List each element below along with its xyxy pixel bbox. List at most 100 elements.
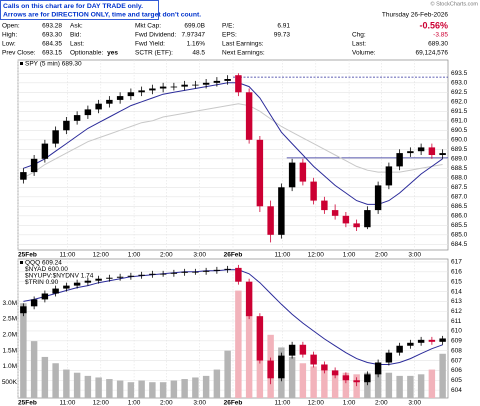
- candle-body: [224, 268, 231, 270]
- y-tick-label: 686.0: [451, 213, 468, 220]
- field-label: Last:: [352, 41, 366, 48]
- y-tick-label: 611: [451, 318, 462, 325]
- y-tick-label: 689.5: [451, 146, 468, 153]
- volume-bar: [149, 382, 156, 398]
- volume-bar: [202, 375, 210, 398]
- y-tick-label: 690.5: [451, 127, 468, 134]
- candle-body: [84, 109, 92, 116]
- volume-bar: [407, 375, 414, 398]
- candle-body: [138, 274, 145, 276]
- candle-body: [331, 210, 339, 216]
- candle-body: [256, 139, 264, 207]
- change-pct: -0.56%: [419, 20, 448, 30]
- volume-tick-label: 1.5M: [3, 347, 17, 354]
- candle-body: [192, 271, 199, 273]
- volume-bar: [342, 372, 350, 398]
- candle-body: [267, 206, 274, 235]
- x-tick-label: 11:00: [275, 400, 291, 406]
- field-value: 48.5: [192, 50, 205, 57]
- volume-bar: [385, 372, 393, 398]
- candle-body: [439, 153, 446, 155]
- candle-body: [439, 338, 446, 342]
- x-tick-label: 11:00: [60, 400, 76, 406]
- legend-swatch: [20, 261, 23, 264]
- legend-entry: QQQ 609.24: [25, 260, 62, 267]
- x-tick-label: 26Feb: [224, 400, 243, 406]
- candle-body: [170, 86, 178, 88]
- field-label: Last:: [70, 41, 84, 48]
- x-tick-label: 2:00: [160, 400, 173, 406]
- field-value: -3.85: [433, 32, 448, 39]
- x-tick-label: 2:00: [160, 252, 173, 259]
- y-tick-label: 610: [451, 328, 462, 335]
- y-tick-label: 687.0: [451, 194, 468, 201]
- candle-body: [364, 374, 371, 383]
- candle-body: [321, 364, 328, 371]
- candle-body: [106, 99, 113, 104]
- x-tick-label: 26Feb: [224, 252, 243, 259]
- y-tick-label: 685.0: [451, 232, 468, 239]
- volume-bar: [127, 382, 135, 398]
- volume-bar: [106, 379, 113, 398]
- copyright: © StockCharts.com: [431, 0, 479, 7]
- moving-average: [23, 269, 443, 365]
- legend-entry: $NYUPV:$NYDNV 1.74: [25, 273, 94, 280]
- x-tick-label: 1:00: [343, 252, 356, 259]
- candle-body: [52, 130, 59, 144]
- candle-body: [181, 271, 188, 273]
- volume-tick-label: 2.0M: [3, 332, 17, 339]
- notice-box: [0, 0, 159, 20]
- field-label: P/E:: [222, 23, 234, 30]
- y-tick-label: 687.5: [451, 184, 468, 191]
- candle-body: [278, 187, 285, 235]
- volume-bar: [364, 372, 371, 398]
- volume-bar: [310, 366, 317, 398]
- y-tick-label: 607: [451, 357, 462, 364]
- volume-tick-label: 500K: [2, 379, 18, 386]
- legend-entry: SPY (5 min) 689.30: [25, 61, 82, 68]
- moving-average: [23, 103, 443, 179]
- x-tick-label: 12:00: [308, 252, 325, 259]
- field-value: 689.30: [428, 41, 448, 48]
- candle-body: [224, 79, 231, 81]
- volume-bar: [41, 356, 49, 398]
- volume-bar: [20, 303, 27, 398]
- x-tick-label: 3:00: [408, 400, 421, 406]
- volume-bar: [170, 380, 178, 398]
- field-label: Fwd Dividend:: [135, 32, 176, 39]
- candle-body: [73, 115, 81, 121]
- x-tick-label: 11:00: [275, 252, 291, 259]
- y-tick-label: 688.5: [451, 165, 468, 172]
- x-tick-label: 12:00: [93, 252, 110, 259]
- panel: [17, 59, 449, 251]
- volume-tick-label: 1.0M: [3, 363, 17, 370]
- y-tick-label: 604: [451, 387, 462, 394]
- candle-body: [116, 276, 124, 278]
- candle-body: [30, 158, 38, 173]
- y-tick-label: 605: [451, 377, 462, 384]
- candle-body: [138, 90, 145, 93]
- candle-body: [245, 281, 253, 317]
- candle-body: [181, 84, 188, 87]
- candle-body: [213, 80, 221, 83]
- x-tick-label: 12:00: [93, 400, 110, 406]
- candle-body: [245, 92, 253, 140]
- y-tick-label: 693.5: [451, 70, 468, 77]
- volume-bar: [288, 356, 296, 398]
- candle-body: [331, 370, 339, 376]
- field-label: Bid:: [70, 32, 81, 39]
- volume-bar: [331, 371, 339, 398]
- candle-body: [235, 75, 242, 93]
- candle-body: [342, 375, 350, 381]
- candle-body: [256, 316, 264, 361]
- y-tick-label: 691.5: [451, 108, 468, 115]
- candle-body: [192, 84, 199, 86]
- candle-body: [202, 82, 210, 85]
- field-label: High:: [2, 32, 17, 39]
- candle-body: [417, 147, 425, 152]
- candle-body: [321, 200, 328, 211]
- volume-bar: [245, 309, 253, 398]
- field-value: 99.73: [274, 32, 291, 39]
- field-label: Open:: [2, 23, 20, 30]
- volume-bar: [299, 363, 307, 398]
